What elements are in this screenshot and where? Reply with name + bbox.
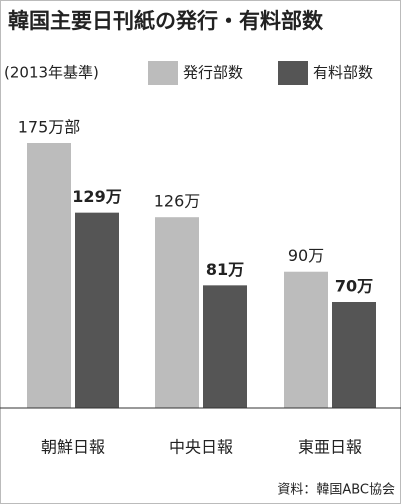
bar [332, 302, 376, 408]
bar [284, 271, 328, 408]
value-label: 90万 [288, 246, 324, 265]
bar [27, 143, 71, 408]
legend-label: 有料部数 [313, 64, 373, 82]
x-tick-label: 東亜日報 [298, 438, 362, 457]
value-label: 70万 [335, 277, 373, 296]
legend-swatch [148, 61, 178, 85]
bar [75, 212, 119, 408]
value-label: 129万 [72, 187, 121, 206]
legend-swatch [278, 61, 308, 85]
value-label: 126万 [154, 192, 201, 211]
value-label: 175万部 [18, 118, 81, 137]
subtitle: (2013年基準) [4, 64, 99, 82]
x-tick-label: 朝鮮日報 [41, 438, 105, 457]
bar [155, 217, 199, 408]
legend-label: 発行部数 [183, 64, 243, 82]
bar [203, 285, 247, 408]
value-label: 81万 [206, 260, 244, 279]
chart-title: 韓国主要日刊紙の発行・有料部数 [8, 9, 324, 33]
x-tick-label: 中央日報 [169, 438, 233, 457]
source: 資料：韓国ABC協会 [277, 483, 395, 498]
